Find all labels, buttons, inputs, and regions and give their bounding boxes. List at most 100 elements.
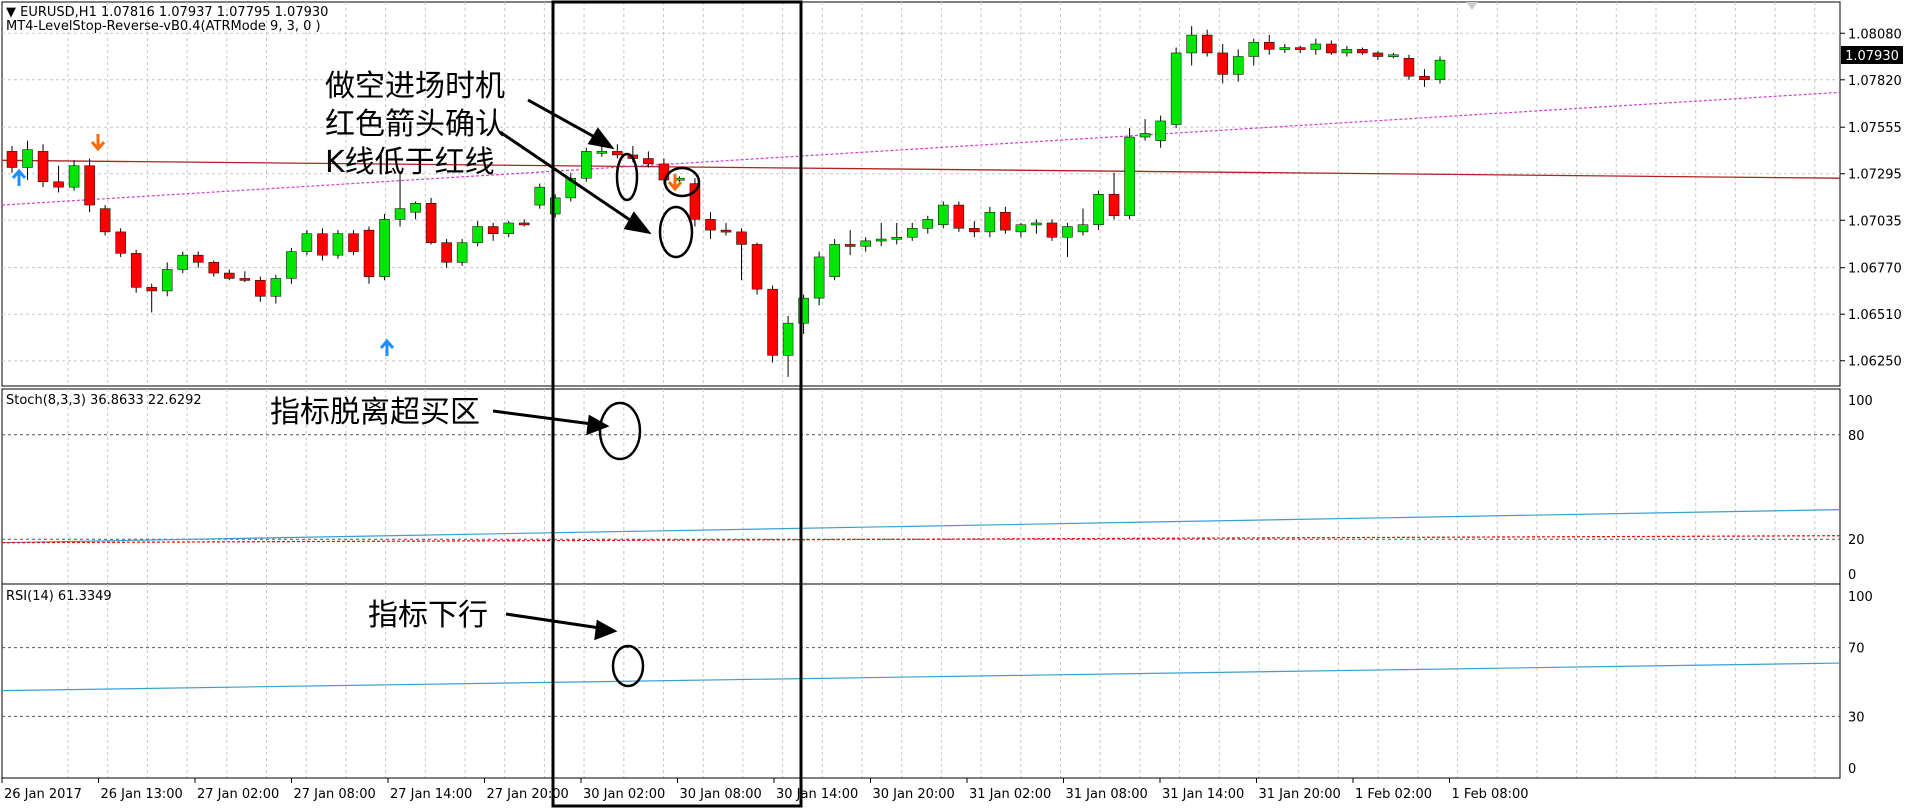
price-tick-label: 1.08080: [1848, 27, 1902, 42]
down-arrow-icon: [90, 134, 106, 152]
candle: [177, 251, 188, 274]
candle: [348, 230, 359, 256]
time-tick-label: 30 Jan 14:00: [776, 787, 858, 802]
candle: [317, 228, 328, 261]
price-tick-label: 1.06250: [1848, 355, 1902, 370]
candle: [1108, 172, 1120, 220]
candle: [829, 239, 840, 281]
candle: [84, 158, 95, 213]
moving-average-line: [1, 159, 1841, 179]
candle: [487, 222, 499, 241]
candle: [1326, 40, 1337, 55]
price-tick-label: 1.06510: [1848, 308, 1902, 323]
scroll-marker-icon[interactable]: [1466, 2, 1478, 10]
rsi-panel[interactable]: [1, 583, 1841, 779]
candle: [1155, 115, 1166, 148]
candle: [68, 160, 80, 191]
candle: [612, 144, 623, 159]
indicator-tick-label: 0: [1848, 762, 1856, 777]
candle: [425, 197, 437, 245]
candle: [969, 221, 980, 238]
time-tick-label: 31 Jan 20:00: [1259, 787, 1341, 802]
time-tick-label: 1 Feb 02:00: [1355, 787, 1432, 802]
candle: [1310, 38, 1322, 55]
candle: [363, 226, 375, 284]
price-grid: [2, 2, 1840, 386]
candle: [270, 274, 282, 304]
candle: [332, 230, 344, 259]
candle: [1372, 51, 1384, 61]
candle: [984, 206, 996, 238]
signal-arrows: [11, 134, 683, 356]
price-axis[interactable]: 1.08080 1.07820 1.07555 1.07295 1.07035 1.067…: [1840, 27, 1902, 370]
candle: [37, 144, 49, 188]
candle: [720, 222, 732, 236]
candle: [875, 222, 887, 247]
candle: [1419, 69, 1430, 87]
time-tick-label: 26 Jan 2017: [4, 787, 82, 802]
stochastic-axis: 100 80 20 0: [1848, 394, 1873, 583]
stochastic-panel[interactable]: [1, 388, 1841, 585]
annotation-below-line: K线低于红线: [325, 145, 495, 180]
indicator-tick-label: 100: [1848, 394, 1873, 409]
marker-ellipse-stoch: [598, 401, 642, 461]
candle: [99, 205, 111, 236]
candle: [1434, 56, 1446, 84]
time-tick-label: 26 Jan 13:00: [101, 787, 183, 802]
time-tick-label: 31 Jan 08:00: [1066, 787, 1148, 802]
candle: [1248, 38, 1259, 66]
highlight-box: [551, 0, 803, 808]
candle: [115, 228, 126, 257]
price-tick-label: 1.07820: [1848, 74, 1902, 89]
candle: [767, 285, 778, 363]
candle: [643, 151, 654, 168]
symbol-header: ▼ EURUSD,H1 1.07816 1.07937 1.07795 1.07…: [6, 5, 328, 20]
candle: [1388, 52, 1399, 59]
time-tick-label: 30 Jan 08:00: [680, 787, 762, 802]
current-price-label: 1.07930: [1845, 49, 1899, 64]
candle: [844, 230, 856, 256]
candle: [410, 201, 421, 220]
candle: [1186, 26, 1197, 66]
candle: [534, 183, 545, 209]
time-tick-label: 27 Jan 14:00: [390, 787, 472, 802]
candle: [550, 194, 561, 218]
price-tick-label: 1.07035: [1848, 214, 1902, 229]
candle: [193, 251, 204, 268]
candle: [301, 230, 313, 256]
price-tick-label: 1.07555: [1848, 121, 1902, 136]
candle: [953, 201, 965, 232]
price-tick-label: 1.07295: [1848, 168, 1902, 183]
candle: [130, 249, 142, 293]
candle: [6, 146, 18, 173]
price-panel[interactable]: [1, 1, 1841, 387]
indicator-tick-label: 0: [1848, 568, 1856, 583]
price-tick-label: 1.06770: [1848, 262, 1902, 277]
time-tick-label: 31 Jan 14:00: [1162, 787, 1244, 802]
indicator-header: MT4-LevelStop-Reverse-vB0.4(ATRMode 9, 3…: [6, 19, 321, 34]
indicator-tick-label: 100: [1848, 590, 1873, 605]
candle: [813, 251, 825, 306]
series-line: [1, 662, 1841, 692]
candle: [472, 221, 483, 247]
indicator-tick-label: 30: [1848, 710, 1865, 725]
annotation-stoch: 指标脱离超买区: [270, 395, 480, 430]
candle: [394, 172, 406, 227]
candle: [581, 147, 592, 182]
candle: [146, 283, 157, 313]
candle: [1015, 222, 1027, 238]
current-price-box: [1841, 46, 1903, 64]
candle: [782, 316, 794, 377]
annotation-rsi: 指标下行: [368, 598, 488, 633]
indicator-tick-label: 20: [1848, 533, 1865, 548]
time-axis[interactable]: 26 Jan 2017 26 Jan 13:00 27 Jan 02:00 27 Ja…: [1, 777, 1840, 802]
marker-ellipse-candle: [658, 205, 694, 259]
candle: [1279, 44, 1291, 53]
rsi-grid: [2, 584, 1840, 778]
stochastic-grid: [2, 389, 1840, 584]
candle: [736, 228, 747, 281]
marker-ellipse-rsi: [611, 644, 645, 688]
candle: [1170, 47, 1182, 129]
candle: [255, 276, 266, 302]
series-line: [1, 509, 1841, 544]
